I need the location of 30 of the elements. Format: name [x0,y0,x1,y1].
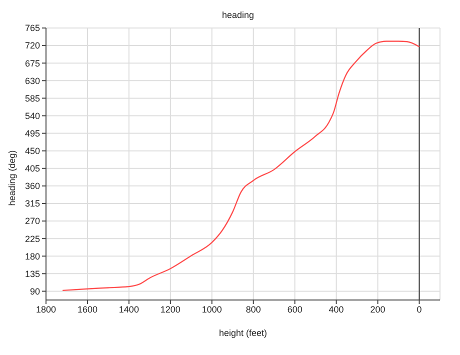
y-tick-label: 405 [24,164,40,174]
y-tick-label: 675 [24,58,40,68]
x-tick-label: 1200 [160,304,180,314]
y-tick-label: 585 [24,93,40,104]
line-series [62,40,420,292]
y-tick-label: 450 [24,146,40,156]
y-tick-label: 315 [24,198,40,209]
chart-title: heading [220,10,256,20]
y-tick-label: 765 [24,23,40,34]
y-tick-label: 135 [24,268,40,279]
y-tick-label: 270 [24,216,40,226]
x-tick-label: 1000 [202,304,222,314]
x-tick-label: 200 [370,304,386,314]
x-tick-label: 1600 [77,304,98,314]
x-tick-label: 400 [328,304,344,314]
y-tick-label: 225 [24,234,40,244]
x-tick-label: 1800 [36,304,56,314]
x-axis-title: height (feet) [218,328,268,338]
x-tick-label: 1400 [118,304,139,314]
y-axis-title: heading (deg) [7,150,17,206]
y-tick-label: 495 [24,128,40,138]
y-tick-label: 180 [24,251,40,262]
y-tick-label: 720 [24,40,40,51]
y-tick-label: 540 [24,110,40,121]
x-tick-label: 800 [246,304,261,314]
x-tick-label: 0 [416,304,422,314]
y-tick-label: 360 [24,181,40,192]
x-tick-label: 600 [287,304,302,314]
y-tick-label: 630 [24,76,40,86]
y-tick-label: 90 [30,286,40,296]
